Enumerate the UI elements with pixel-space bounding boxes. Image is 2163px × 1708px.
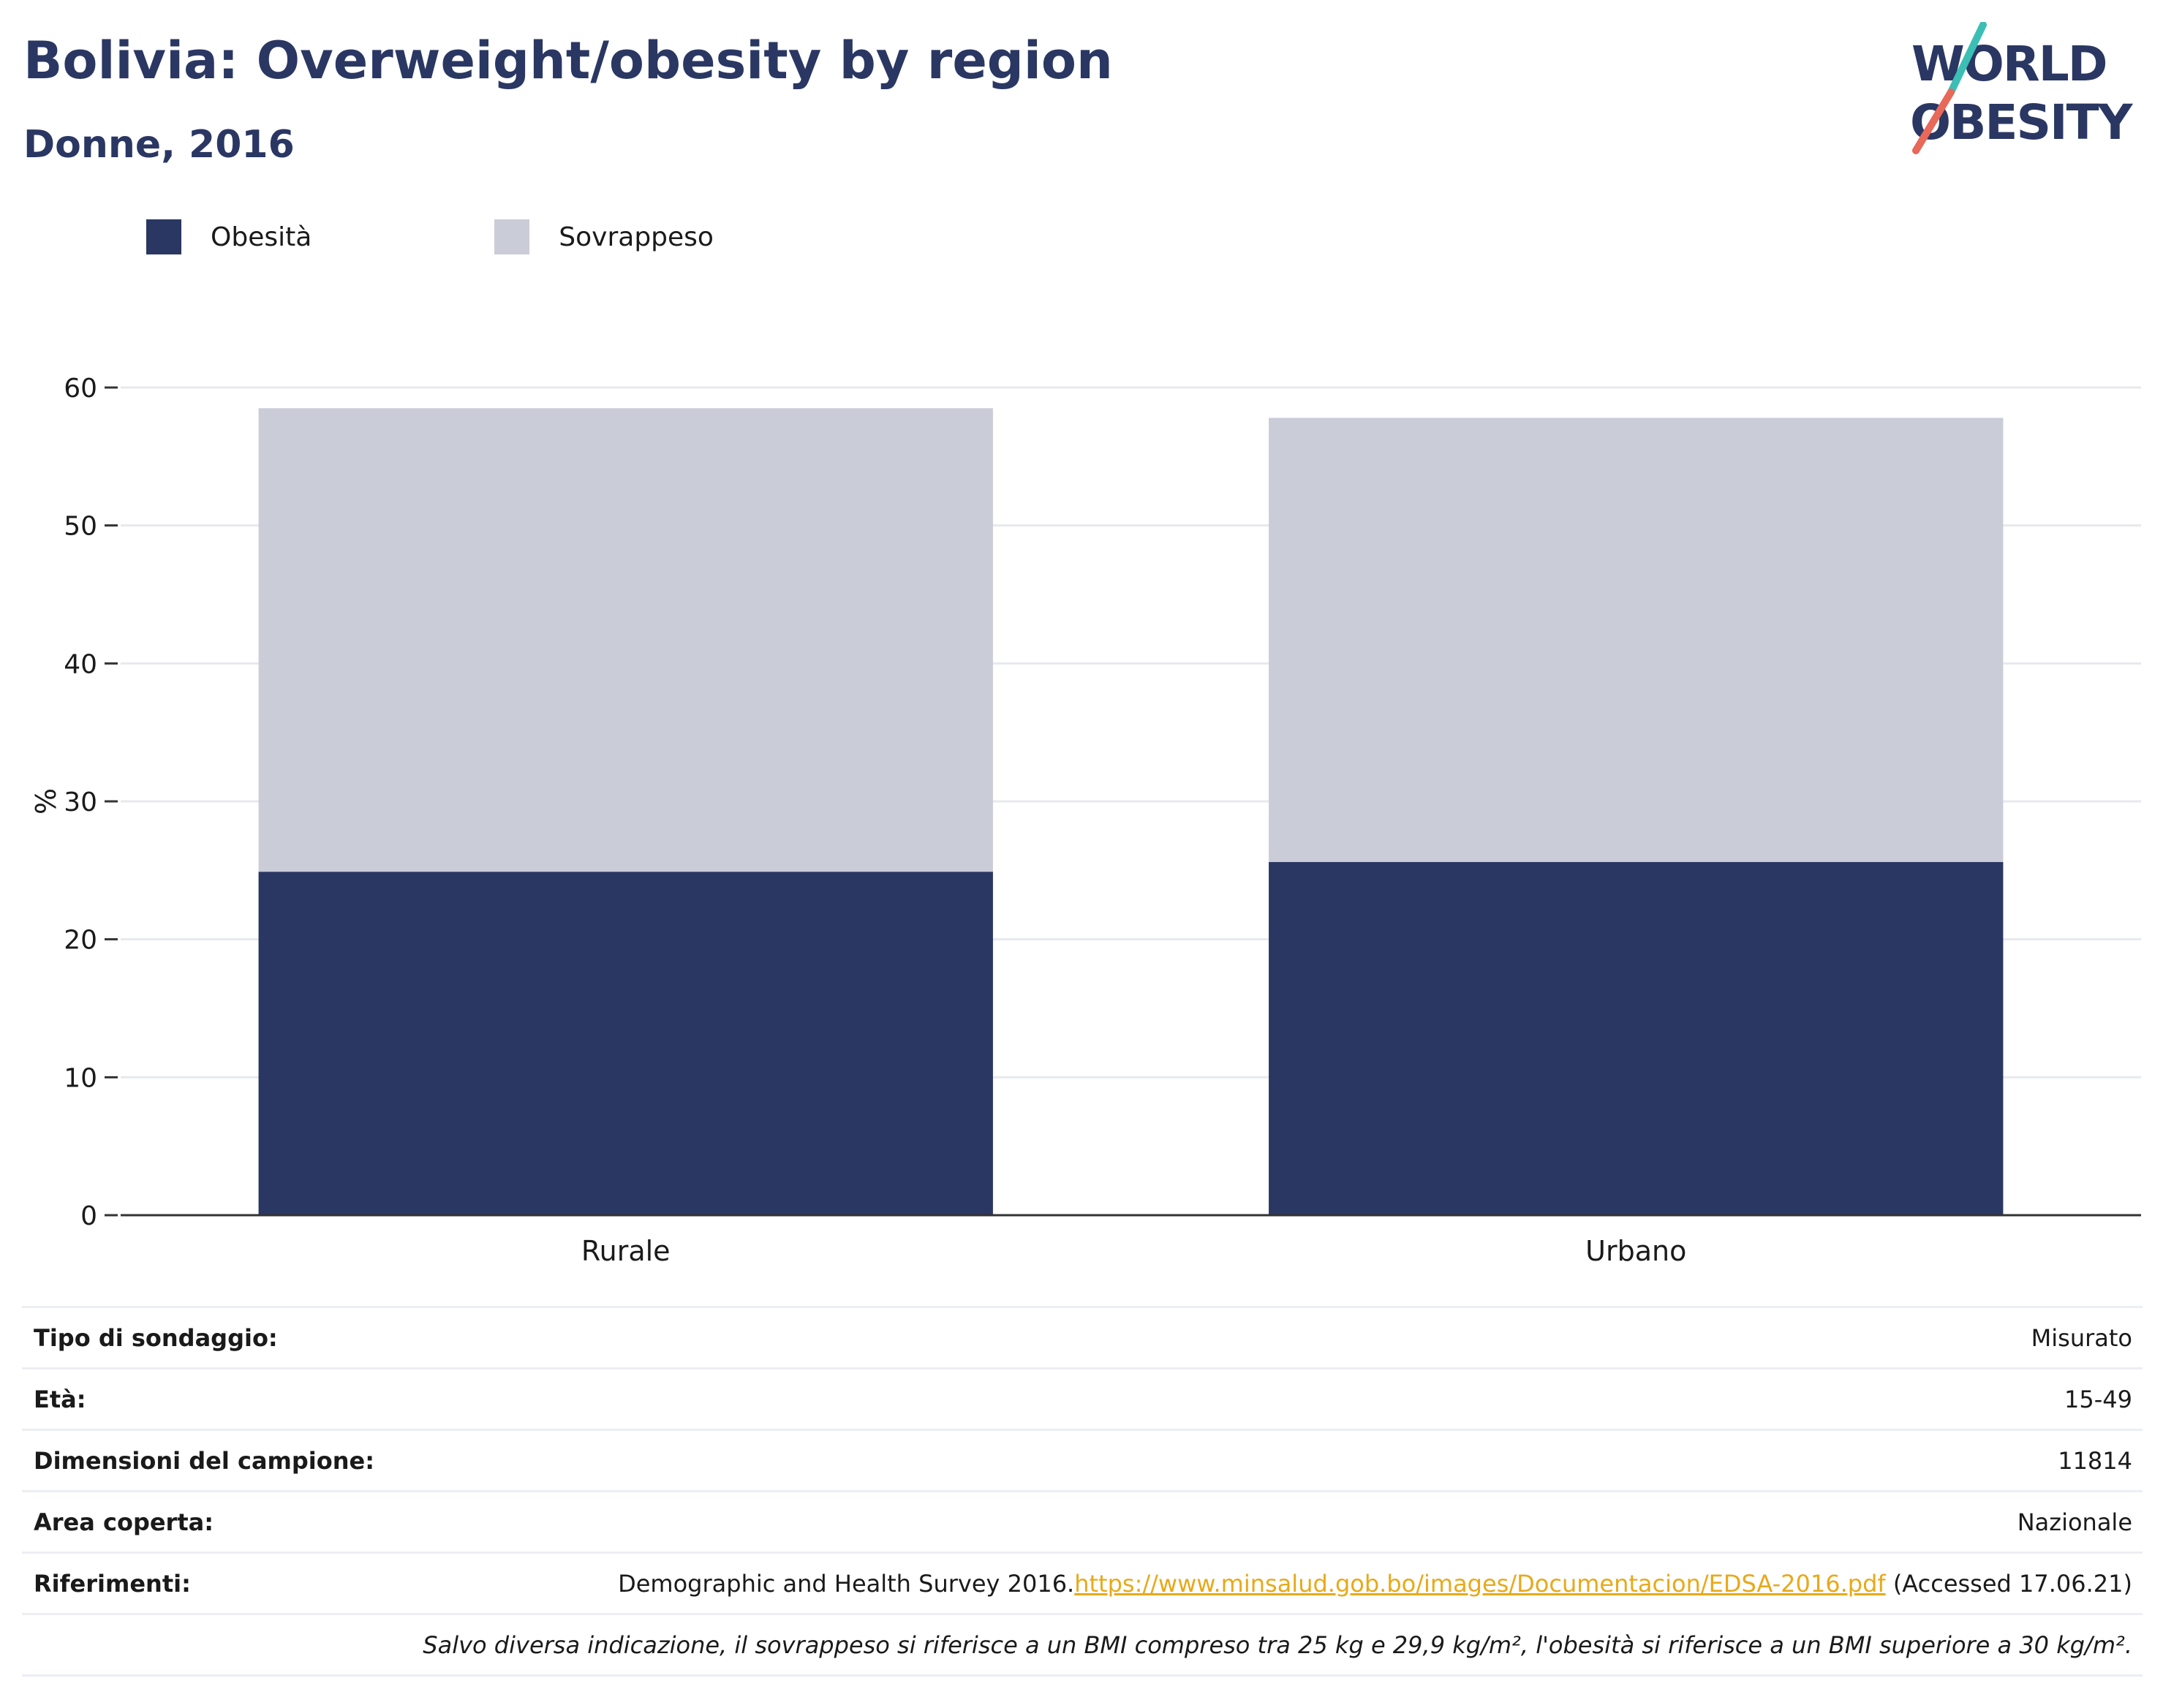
info-row-sample-size: Dimensioni del campione: 11814 xyxy=(22,1429,2143,1490)
x-tick-label: Rurale xyxy=(581,1235,671,1267)
bar-obesita-urbano xyxy=(1269,862,2004,1215)
y-tick-label: 60 xyxy=(64,374,97,404)
y-tick-label: 20 xyxy=(64,926,97,956)
info-row-age: Età: 15-49 xyxy=(22,1367,2143,1429)
y-tick-label: 10 xyxy=(64,1063,97,1093)
y-tick-label: 40 xyxy=(64,649,97,679)
info-key: Riferimenti: xyxy=(34,1569,191,1598)
y-axis-label: % xyxy=(30,788,62,815)
legend-item-sovrappeso[interactable]: Sovrappeso xyxy=(494,219,714,254)
survey-info-table: Tipo di sondaggio: Misurato Età: 15-49 D… xyxy=(22,1306,2143,1677)
y-tick-label: 0 xyxy=(80,1201,97,1231)
info-value: Demographic and Health Survey 2016.https… xyxy=(618,1570,2132,1598)
info-row-note: Salvo diversa indicazione, il sovrappeso… xyxy=(22,1613,2143,1677)
x-tick-label: Urbano xyxy=(1585,1235,1686,1267)
info-value: 15-49 xyxy=(2064,1385,2132,1413)
bar-sovrappeso-rurale xyxy=(258,408,993,872)
legend-label-sovrappeso: Sovrappeso xyxy=(559,222,714,252)
info-key: Dimensioni del campione: xyxy=(34,1446,375,1475)
info-row-references: Riferimenti: Demographic and Health Surv… xyxy=(22,1552,2143,1613)
bmi-note: Salvo diversa indicazione, il sovrappeso… xyxy=(423,1630,2132,1659)
info-key: Età: xyxy=(34,1385,86,1413)
legend-label-obesita: Obesità xyxy=(211,222,312,252)
info-key: Area coperta: xyxy=(34,1508,214,1536)
legend-swatch-sovrappeso xyxy=(494,219,530,254)
svg-text:WORLD: WORLD xyxy=(1911,36,2107,92)
page-subtitle: Donne, 2016 xyxy=(23,123,295,167)
chart-legend: Obesità Sovrappeso xyxy=(146,216,772,257)
y-tick-label: 30 xyxy=(64,787,97,817)
page-title: Bolivia: Overweight/obesity by region xyxy=(23,31,1113,91)
info-value: Nazionale xyxy=(2017,1508,2132,1536)
stacked-bar-chart: 0 10 20 30 40 50 60% Rurale Urbano xyxy=(30,374,2141,1267)
info-value: Misurato xyxy=(2031,1323,2132,1352)
reference-text: Demographic and Health Survey 2016. xyxy=(618,1569,1075,1598)
legend-swatch-obesita xyxy=(146,219,181,254)
legend-item-obesita[interactable]: Obesità xyxy=(146,219,312,254)
info-row-survey-type: Tipo di sondaggio: Misurato xyxy=(22,1306,2143,1367)
info-row-area: Area coperta: Nazionale xyxy=(22,1490,2143,1552)
bar-obesita-rurale xyxy=(258,872,993,1215)
reference-suffix: (Accessed 17.06.21) xyxy=(1885,1569,2132,1598)
info-key: Tipo di sondaggio: xyxy=(34,1323,278,1352)
info-value: 11814 xyxy=(2058,1446,2132,1475)
reference-link[interactable]: https://www.minsalud.gob.bo/images/Docum… xyxy=(1074,1569,1886,1598)
y-tick-label: 50 xyxy=(64,512,97,542)
bar-sovrappeso-urbano xyxy=(1269,417,2004,863)
world-obesity-logo: WORLD OBESITY xyxy=(1910,22,2135,154)
